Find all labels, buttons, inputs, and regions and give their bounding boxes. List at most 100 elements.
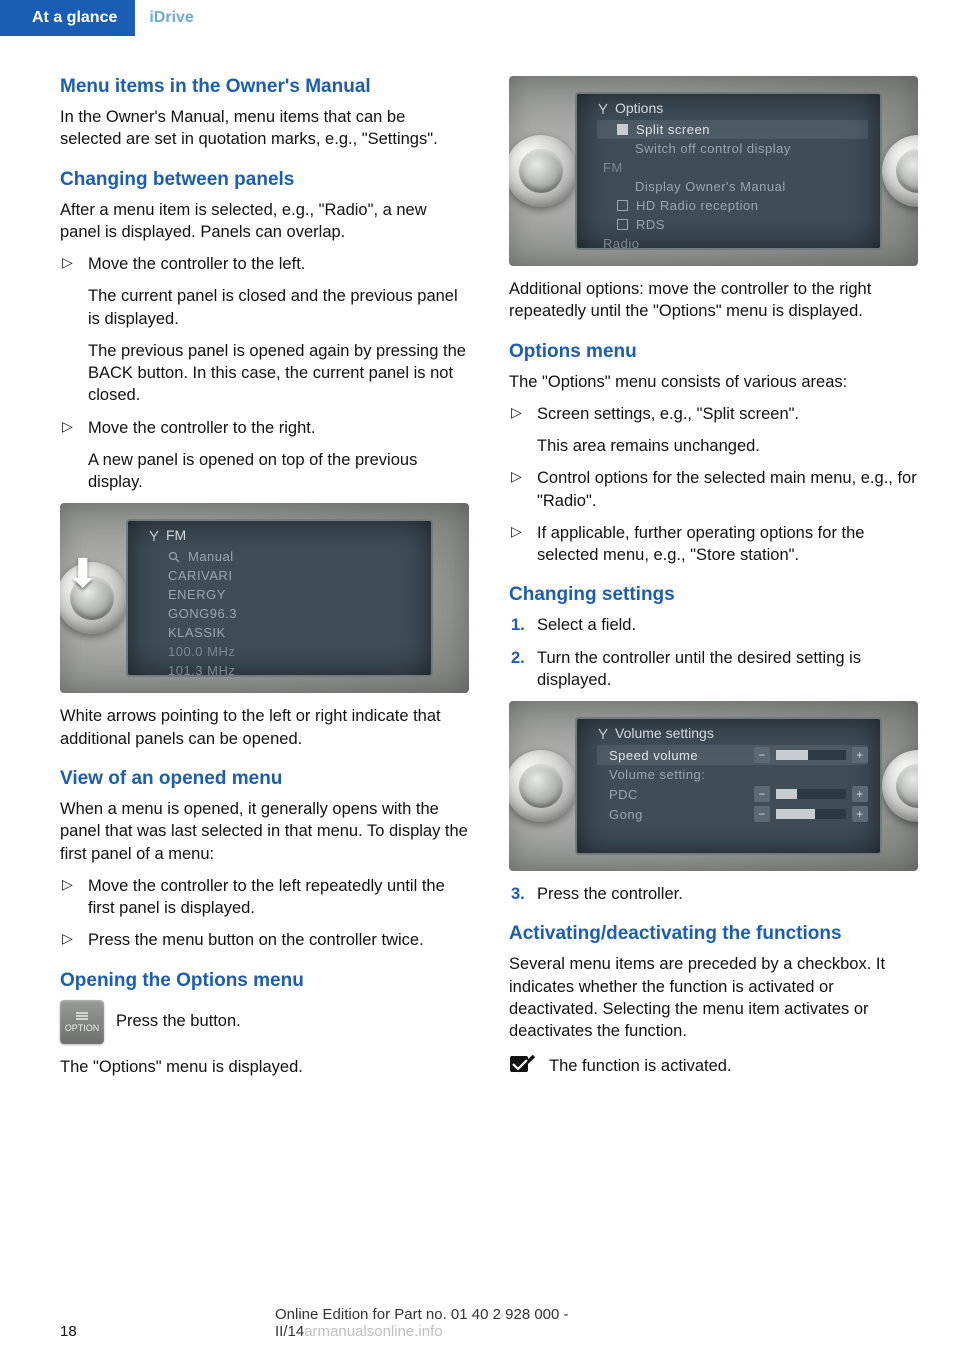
- list-item: Press the menu button on the controller …: [88, 929, 469, 951]
- plus-icon: +: [852, 786, 868, 802]
- screen-row: GONG96.3: [148, 604, 419, 623]
- screen-row: PDC − +: [597, 784, 868, 804]
- right-column: Options Split screen Switch off control …: [509, 76, 918, 1092]
- heading-view-menu: View of an opened menu: [60, 768, 469, 790]
- list-item-text: Select a field.: [537, 616, 636, 634]
- plus-icon: +: [852, 806, 868, 822]
- screen-row-text: PDC: [609, 787, 638, 802]
- option-button-icon: OPTION: [60, 1000, 104, 1044]
- controller-knob-icon: [509, 750, 577, 822]
- list-item-text: Move the controller to the left.: [88, 255, 305, 273]
- screen-row: 100.0 MHz: [148, 642, 419, 661]
- minus-icon: −: [754, 747, 770, 763]
- search-icon: [168, 551, 180, 563]
- option-button-label: OPTION: [65, 1023, 100, 1033]
- paragraph: Several menu items are preceded by a che…: [509, 953, 918, 1042]
- screen-row: Display Owner's Manual: [597, 177, 868, 196]
- list-item: Move the controller to the left repeated…: [88, 875, 469, 920]
- step-number: 3.: [511, 883, 525, 905]
- screen-panel: FM Manual CARIVARI ENERGY GONG96.3 KLASS…: [128, 521, 431, 675]
- slider-fill: [776, 809, 815, 819]
- heading-activating: Activating/deactivating the functions: [509, 923, 918, 945]
- bullet-list: Move the controller to the left repeated…: [60, 875, 469, 952]
- screen-row: Manual: [148, 547, 419, 566]
- list-item: Control options for the selected main me…: [537, 467, 918, 512]
- screen-title: Volume settings: [597, 725, 868, 741]
- paragraph: The "Options" menu is displayed.: [60, 1056, 469, 1078]
- list-item-sub: This area remains unchanged.: [537, 435, 918, 457]
- paragraph: The "Options" menu consists of various a…: [509, 371, 918, 393]
- slider-bar: [776, 750, 846, 760]
- screen-row: CARIVARI: [148, 566, 419, 585]
- screen-row-text: Manual: [188, 549, 234, 564]
- checkbox-text: The function is activated.: [549, 1055, 732, 1077]
- paragraph: Additional options: move the controller …: [509, 278, 918, 323]
- screen-row-text: Speed volume: [609, 748, 698, 763]
- left-column: Menu items in the Owner's Manual In the …: [60, 76, 469, 1092]
- screen-section: FM: [597, 158, 868, 177]
- paragraph: In the Owner's Manual, menu items that c…: [60, 106, 469, 151]
- checkbox-checked-icon: [617, 124, 628, 135]
- list-item-sub: A new panel is opened on top of the prev…: [88, 449, 469, 494]
- screen-row: Switch off control display: [597, 139, 868, 158]
- paragraph: White arrows pointing to the left or rig…: [60, 705, 469, 750]
- heading-options-menu: Options menu: [509, 341, 918, 363]
- list-item: Move the controller to the left. The cur…: [88, 253, 469, 407]
- slider-bar: [776, 809, 846, 819]
- list-item-text: Turn the controller until the desired se…: [537, 649, 861, 689]
- page-number: 18: [60, 1323, 77, 1340]
- chapter-tab-active: At a glance: [14, 0, 135, 36]
- list-item-text: Move the controller to the right.: [88, 419, 315, 437]
- screen-title-text: Volume settings: [615, 725, 714, 741]
- screen-title: FM: [148, 527, 419, 543]
- option-button-text: Press the button.: [116, 1010, 241, 1032]
- page-header: At a glance iDrive: [0, 0, 960, 36]
- list-item: Screen settings, e.g., "Split screen". T…: [537, 403, 918, 458]
- step-number: 1.: [511, 614, 525, 636]
- checkbox-icon: [617, 219, 628, 230]
- screen-row: RDS: [597, 215, 868, 234]
- screen-row: 101.3 MHz: [148, 661, 419, 680]
- section-label: iDrive: [135, 0, 207, 36]
- list-icon: [74, 1011, 90, 1021]
- screen-row: Volume setting:: [597, 765, 868, 784]
- idrive-options-screenshot: Options Split screen Switch off control …: [509, 76, 918, 266]
- minus-icon: −: [754, 786, 770, 802]
- list-item: 1.Select a field.: [537, 614, 918, 636]
- list-item-text: Press the controller.: [537, 885, 683, 903]
- antenna-icon: [597, 102, 609, 114]
- plus-icon: +: [852, 747, 868, 763]
- checkbox-checked-icon: [509, 1053, 541, 1080]
- step-number: 2.: [511, 647, 525, 669]
- slider-control: − +: [754, 747, 868, 763]
- screen-row-text: Gong: [609, 807, 643, 822]
- screen-row-text: RDS: [636, 217, 665, 232]
- controller-knob-icon: [509, 135, 577, 207]
- bullet-list: Move the controller to the left. The cur…: [60, 253, 469, 493]
- screen-title-text: FM: [166, 527, 186, 543]
- heading-changing-panels: Changing between panels: [60, 169, 469, 191]
- list-item: If applicable, further operating options…: [537, 522, 918, 567]
- screen-section: Radio: [597, 234, 868, 253]
- screen-row: Gong − +: [597, 804, 868, 824]
- heading-menu-items: Menu items in the Owner's Manual: [60, 76, 469, 98]
- margin-stripe: [0, 0, 14, 36]
- idrive-volume-screenshot: Volume settings Speed volume − + Volume …: [509, 701, 918, 871]
- screen-row: Speed volume − +: [597, 745, 868, 765]
- content-columns: Menu items in the Owner's Manual In the …: [0, 36, 960, 1112]
- bullet-list: Screen settings, e.g., "Split screen". T…: [509, 403, 918, 567]
- paragraph: After a menu item is selected, e.g., "Ra…: [60, 199, 469, 244]
- screen-row-text: HD Radio reception: [636, 198, 758, 213]
- list-item-text: Screen settings, e.g., "Split screen".: [537, 405, 799, 423]
- checkbox-icon: [617, 200, 628, 211]
- heading-options-menu: Opening the Options menu: [60, 970, 469, 992]
- checkbox-row: The function is activated.: [509, 1053, 918, 1080]
- minus-icon: −: [754, 806, 770, 822]
- screen-panel: Volume settings Speed volume − + Volume …: [577, 719, 880, 853]
- screen-title-text: Options: [615, 100, 663, 116]
- list-item: Move the controller to the right. A new …: [88, 417, 469, 494]
- idrive-fm-screenshot: ⬇ FM Manual CARIVARI ENERGY GONG96.3 KLA…: [60, 503, 469, 693]
- screen-row: KLASSIK: [148, 623, 419, 642]
- antenna-icon: [148, 529, 160, 541]
- screen-panel: Options Split screen Switch off control …: [577, 94, 880, 248]
